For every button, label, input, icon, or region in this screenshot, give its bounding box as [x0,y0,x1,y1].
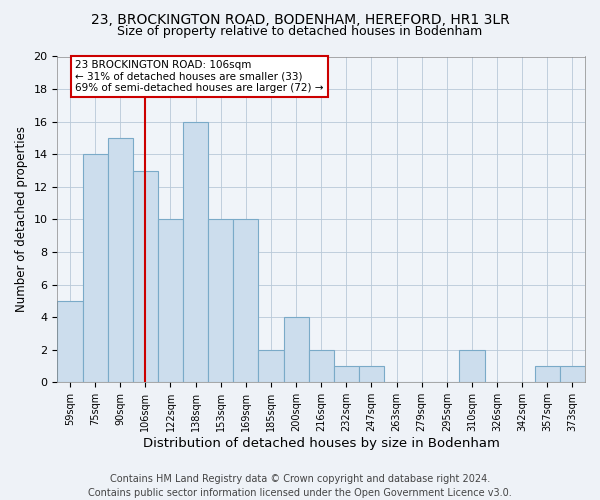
Y-axis label: Number of detached properties: Number of detached properties [15,126,28,312]
Bar [535,366,560,382]
Bar [183,122,208,382]
Text: 23 BROCKINGTON ROAD: 106sqm
← 31% of detached houses are smaller (33)
69% of sem: 23 BROCKINGTON ROAD: 106sqm ← 31% of det… [75,60,323,93]
Bar [259,350,284,382]
Bar [233,220,259,382]
Text: 23, BROCKINGTON ROAD, BODENHAM, HEREFORD, HR1 3LR: 23, BROCKINGTON ROAD, BODENHAM, HEREFORD… [91,12,509,26]
Bar [133,170,158,382]
Bar [158,220,183,382]
Bar [58,301,83,382]
Bar [560,366,585,382]
Text: Contains HM Land Registry data © Crown copyright and database right 2024.
Contai: Contains HM Land Registry data © Crown c… [88,474,512,498]
Bar [83,154,107,382]
Bar [308,350,334,382]
Text: Size of property relative to detached houses in Bodenham: Size of property relative to detached ho… [118,25,482,38]
Bar [460,350,485,382]
Bar [359,366,384,382]
Bar [208,220,233,382]
Bar [334,366,359,382]
Bar [284,317,308,382]
X-axis label: Distribution of detached houses by size in Bodenham: Distribution of detached houses by size … [143,437,500,450]
Bar [107,138,133,382]
